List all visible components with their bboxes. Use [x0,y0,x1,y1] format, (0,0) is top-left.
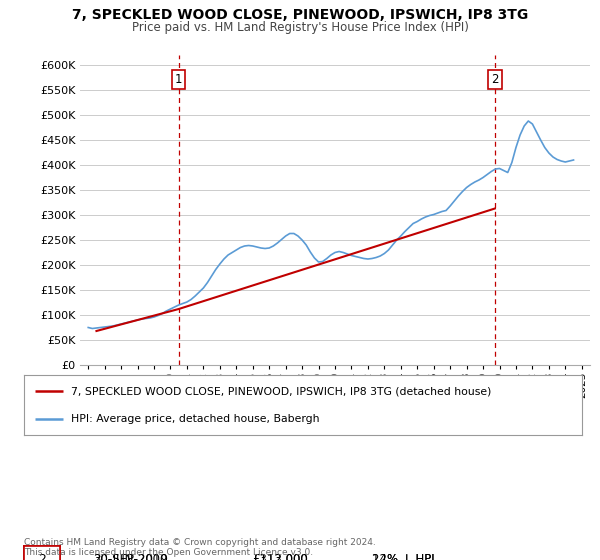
Text: 30-JUN-2000: 30-JUN-2000 [93,553,167,560]
Text: 2: 2 [38,553,46,560]
Text: 20-SEP-2019: 20-SEP-2019 [93,553,168,560]
Text: 1: 1 [38,553,46,560]
Text: 12% ↓ HPI: 12% ↓ HPI [372,553,434,560]
Text: 7, SPECKLED WOOD CLOSE, PINEWOOD, IPSWICH, IP8 3TG: 7, SPECKLED WOOD CLOSE, PINEWOOD, IPSWIC… [72,8,528,22]
Text: Price paid vs. HM Land Registry's House Price Index (HPI): Price paid vs. HM Land Registry's House … [131,21,469,34]
Text: 1: 1 [175,73,182,86]
Text: Contains HM Land Registry data © Crown copyright and database right 2024.
This d: Contains HM Land Registry data © Crown c… [24,538,376,557]
Text: 7, SPECKLED WOOD CLOSE, PINEWOOD, IPSWICH, IP8 3TG (detached house): 7, SPECKLED WOOD CLOSE, PINEWOOD, IPSWIC… [71,386,492,396]
Text: 24% ↓ HPI: 24% ↓ HPI [372,553,434,560]
Text: £112,000: £112,000 [252,553,308,560]
Text: 2: 2 [491,73,499,86]
Text: HPI: Average price, detached house, Babergh: HPI: Average price, detached house, Babe… [71,414,320,424]
Text: £313,000: £313,000 [252,553,308,560]
